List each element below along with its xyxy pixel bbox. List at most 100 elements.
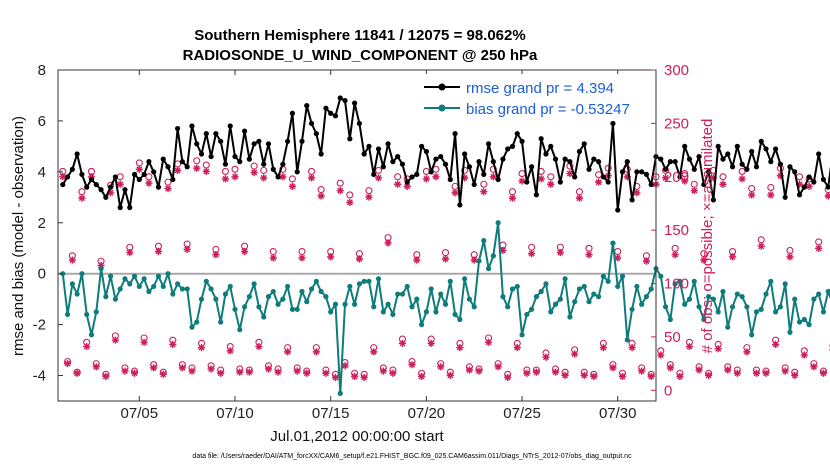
bias-point	[265, 294, 272, 300]
obs-assimilated-marker	[107, 189, 115, 197]
obs-assimilated-marker	[341, 362, 349, 370]
bias-point	[213, 296, 219, 302]
rmse-point	[524, 179, 530, 185]
bias-point	[773, 309, 779, 315]
obs-assimilated-marker	[427, 339, 435, 347]
bias-point	[380, 309, 386, 315]
x-tick-label: 07/25	[503, 405, 541, 422]
bias-point	[787, 329, 793, 335]
bias-point	[165, 271, 171, 277]
x-tick-label: 07/05	[121, 405, 159, 422]
rmse-point	[715, 143, 721, 149]
bias-point	[820, 309, 827, 315]
rmse-point	[175, 125, 181, 132]
obs-assimilated-marker	[169, 340, 177, 349]
obs-assimilated-marker	[618, 372, 627, 381]
left-y-tick-label: 4	[38, 164, 46, 181]
bias-point	[241, 304, 248, 310]
rmse-point	[825, 184, 830, 190]
rmse-point	[160, 156, 166, 162]
bias-point	[194, 319, 200, 325]
rmse-point	[98, 187, 104, 193]
obs-assimilated-marker	[221, 175, 230, 183]
bias-point	[361, 278, 367, 284]
obs-assimilated-marker	[394, 180, 402, 188]
obs-assimilated-marker	[748, 191, 756, 199]
bias-point	[457, 316, 463, 323]
obs-assimilated-marker	[188, 367, 196, 375]
right-y-tick-label: 200	[664, 169, 689, 186]
rmse-point	[796, 192, 803, 198]
rmse-point	[246, 156, 252, 162]
bias-point	[658, 273, 664, 279]
bias-point	[418, 322, 425, 328]
bias-point	[84, 311, 90, 318]
bias-point	[203, 278, 209, 284]
obs-assimilated-marker	[590, 372, 598, 381]
bias-point	[744, 304, 750, 310]
rmse-point	[409, 174, 415, 180]
obs-assimilated-marker	[150, 364, 158, 372]
rmse-point	[313, 131, 319, 137]
rmse-point	[265, 141, 272, 147]
rmse-point	[466, 164, 473, 170]
obs-assimilated-marker	[461, 174, 469, 182]
obs-possible-marker	[461, 166, 469, 174]
rmse-point	[399, 161, 406, 167]
rmse-point	[696, 153, 702, 160]
obs-assimilated-marker	[465, 366, 474, 374]
bias-point	[285, 283, 291, 290]
obs-assimilated-marker	[815, 244, 823, 252]
obs-count-markers	[59, 157, 830, 382]
rmse-point	[318, 151, 324, 157]
rmse-point	[270, 166, 276, 172]
bias-point	[208, 286, 214, 292]
bias-point	[462, 276, 468, 282]
obs-assimilated-marker	[365, 193, 373, 201]
obs-assimilated-marker	[571, 350, 579, 358]
bias-point	[93, 309, 99, 315]
rmse-point	[600, 174, 606, 180]
bias-point	[682, 301, 688, 307]
obs-assimilated-marker	[336, 187, 344, 195]
bias-point	[725, 324, 731, 330]
obs-assimilated-marker	[786, 253, 794, 261]
rmse-point	[662, 166, 669, 172]
bias-point	[686, 296, 693, 302]
bias-point	[567, 314, 573, 320]
rmse-point	[103, 194, 109, 200]
rmse-point	[682, 143, 688, 149]
rmse-point	[706, 169, 712, 175]
obs-possible-marker	[288, 175, 296, 183]
rmse-point	[462, 151, 468, 157]
legend-box	[418, 74, 654, 121]
rmse-point	[375, 146, 382, 152]
bias-point	[452, 311, 458, 318]
rmse-point	[734, 143, 740, 149]
obs-assimilated-marker	[657, 351, 665, 359]
rmse-point	[548, 143, 554, 149]
x-tick-label: 07/15	[312, 405, 350, 422]
bias-point	[438, 291, 444, 297]
bias-point	[677, 278, 683, 284]
obs-assimilated-marker	[647, 372, 655, 381]
left-y-tick-label: 8	[38, 62, 46, 79]
bias-point	[308, 286, 315, 292]
obs-possible-marker	[260, 166, 268, 174]
obs-assimilated-marker	[585, 251, 593, 259]
obs-assimilated-marker	[78, 194, 86, 202]
bias-point	[562, 276, 568, 282]
bias-point	[505, 304, 511, 310]
legend-bias-label: bias grand pr = -0.53247	[466, 101, 630, 118]
right-y-axis-ticks: 0 50 100 150 200 250 300	[651, 62, 689, 399]
obs-assimilated-marker	[824, 192, 830, 200]
bias-point	[792, 296, 798, 302]
bias-point	[739, 294, 745, 300]
obs-assimilated-marker	[126, 248, 134, 257]
obs-assimilated-marker	[781, 367, 789, 375]
obs-assimilated-marker	[556, 248, 564, 257]
bias-point	[639, 301, 645, 307]
obs-assimilated-marker	[528, 250, 536, 258]
legend: rmse grand pr = 4.394 bias grand pr = -0…	[418, 74, 654, 121]
